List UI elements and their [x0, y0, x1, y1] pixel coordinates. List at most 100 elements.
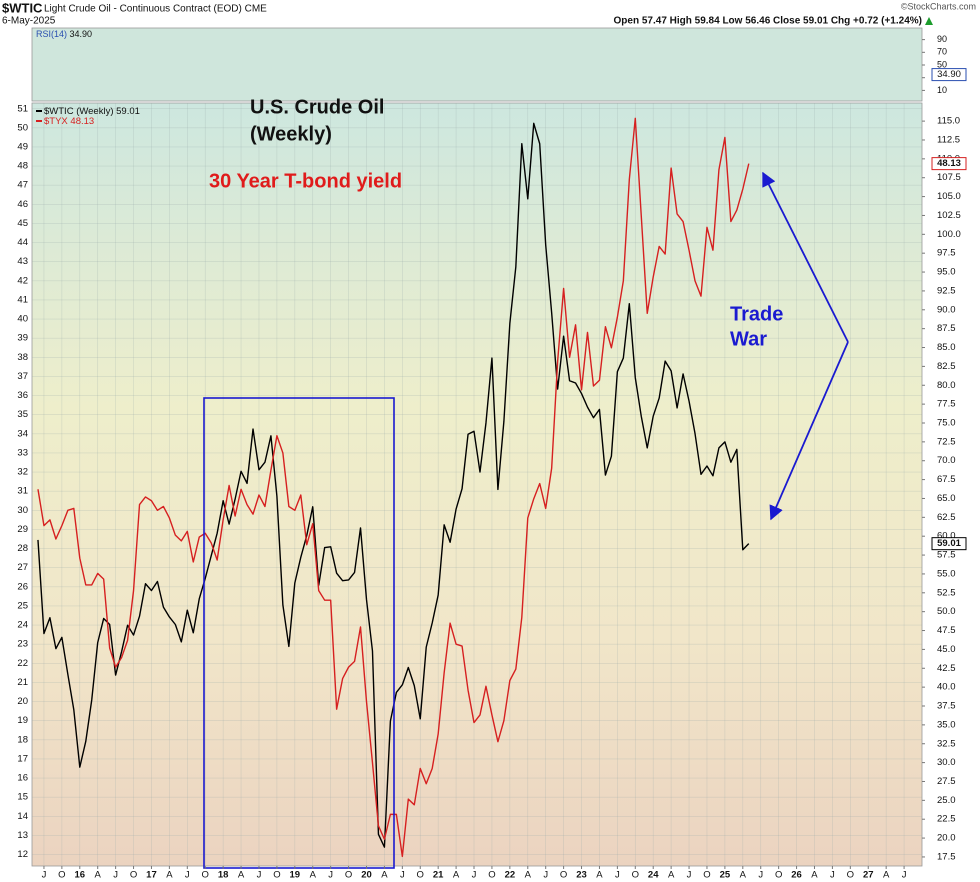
y2-tick-label: 17.5 — [937, 851, 956, 862]
y-tick-label: 14 — [17, 811, 28, 822]
x-tick-label: 22 — [505, 870, 516, 881]
y2-tick-label: 107.5 — [937, 172, 961, 183]
y2-tick-label: 27.5 — [937, 776, 956, 787]
last-value-tag — [931, 157, 967, 171]
y-tick-label: 38 — [17, 352, 28, 363]
legend-entry: $TYX 48.13 — [44, 116, 94, 127]
y-tick-label: 42 — [17, 275, 28, 286]
legend-entry: $WTIC (Weekly) 59.01 — [44, 106, 140, 117]
x-tick-label: A — [95, 870, 102, 881]
y-tick-label: 15 — [17, 792, 28, 803]
x-tick-label: A — [238, 870, 245, 881]
x-tick-label: 16 — [74, 870, 85, 881]
x-tick-label: 25 — [720, 870, 731, 881]
up-arrow — [925, 17, 933, 25]
x-tick-label: A — [668, 870, 675, 881]
highlight-box — [203, 397, 395, 869]
y-tick-label: 23 — [17, 639, 28, 650]
y2-tick-label: 40.0 — [937, 682, 956, 693]
rsi-name: RSI(14) — [36, 29, 67, 39]
y-tick-label: 47 — [17, 180, 28, 191]
legend-name: $TYX — [44, 116, 68, 127]
annotation: Trade — [730, 303, 783, 325]
y2-tick-label: 42.5 — [937, 663, 956, 674]
y2-tick-label: 90.0 — [937, 304, 956, 315]
y2-tick-label: 47.5 — [937, 625, 956, 636]
x-tick-label: O — [130, 870, 137, 881]
y2-tick-label: 20.0 — [937, 833, 956, 844]
x-tick-label: A — [381, 870, 388, 881]
y-tick-label: 48 — [17, 161, 28, 172]
quote: Open 57.47 High 59.84 Low 56.46 Close 59… — [614, 16, 922, 27]
y-tick-label: 27 — [17, 562, 28, 573]
y-tick-label: 20 — [17, 696, 28, 707]
y2-tick-label: 100.0 — [937, 229, 961, 240]
x-tick-label: J — [758, 870, 763, 881]
x-tick-label: J — [687, 870, 692, 881]
y2-tick-label: 52.5 — [937, 587, 956, 598]
x-tick-label: O — [58, 870, 65, 881]
x-tick-label: J — [185, 870, 190, 881]
x-tick-label: J — [472, 870, 477, 881]
y2-tick-label: 92.5 — [937, 285, 956, 296]
y-tick-label: 30 — [17, 505, 28, 516]
x-tick-label: A — [453, 870, 460, 881]
y2-tick-label: 102.5 — [937, 210, 961, 221]
y2-tick-label: 50.0 — [937, 606, 956, 617]
x-tick-label: 27 — [863, 870, 874, 881]
y2-tick-label: 60.0 — [937, 531, 956, 542]
y-tick-label: 18 — [17, 734, 28, 745]
legend-value: 59.01 — [116, 106, 140, 117]
y-tick-label: 28 — [17, 543, 28, 554]
x-tick-label: J — [830, 870, 835, 881]
y-tick-label: 19 — [17, 715, 28, 726]
y2-tick-label: 85.0 — [937, 342, 956, 353]
y2-tick-label: 97.5 — [937, 248, 956, 259]
last-value-tag-label: 59.01 — [937, 538, 961, 549]
x-tick-label: J — [113, 870, 118, 881]
rsi-tick-label: 50 — [937, 59, 947, 69]
rsi-value-tag — [931, 68, 967, 82]
y-tick-label: 51 — [17, 103, 28, 114]
y-tick-label: 32 — [17, 467, 28, 478]
x-tick-label: 26 — [791, 870, 802, 881]
y2-tick-label: 75.0 — [937, 418, 956, 429]
y-tick-label: 35 — [17, 409, 28, 420]
y-tick-label: 22 — [17, 658, 28, 669]
x-tick-label: O — [847, 870, 854, 881]
y2-tick-label: 67.5 — [937, 474, 956, 485]
y-tick-label: 45 — [17, 218, 28, 229]
rsi-value-tag-label: 34.90 — [937, 69, 961, 80]
x-tick-label: 17 — [146, 870, 157, 881]
x-tick-label: O — [703, 870, 710, 881]
y2-tick-label: 115.0 — [937, 116, 960, 127]
rsi-value: 34.90 — [70, 29, 93, 39]
rsi-panel — [31, 27, 923, 102]
main-panel — [31, 102, 923, 867]
x-tick-label: O — [488, 870, 495, 881]
x-tick-label: 21 — [433, 870, 444, 881]
y2-tick-label: 95.0 — [937, 267, 956, 278]
last-value-tag — [931, 537, 967, 551]
x-tick-label: O — [775, 870, 782, 881]
y2-tick-label: 65.0 — [937, 493, 956, 504]
rsi-tick-label: 10 — [937, 85, 947, 95]
y-tick-label: 39 — [17, 333, 28, 344]
y2-tick-label: 25.0 — [937, 795, 956, 806]
rsi-tick-label: 90 — [937, 34, 947, 44]
y-tick-label: 44 — [17, 237, 28, 248]
x-tick-label: O — [202, 870, 209, 881]
x-tick-label: J — [543, 870, 548, 881]
y2-tick-label: 57.5 — [937, 550, 956, 561]
x-tick-label: 23 — [576, 870, 587, 881]
y2-tick-label: 70.0 — [937, 455, 956, 466]
y2-tick-label: 55.0 — [937, 568, 956, 579]
y-tick-label: 43 — [17, 256, 28, 267]
x-tick-label: J — [257, 870, 262, 881]
y2-tick-label: 37.5 — [937, 701, 956, 712]
x-tick-label: A — [596, 870, 603, 881]
x-tick-label: A — [740, 870, 747, 881]
y-tick-label: 29 — [17, 524, 28, 535]
description: Light Crude Oil - Continuous Contract (E… — [44, 4, 267, 15]
